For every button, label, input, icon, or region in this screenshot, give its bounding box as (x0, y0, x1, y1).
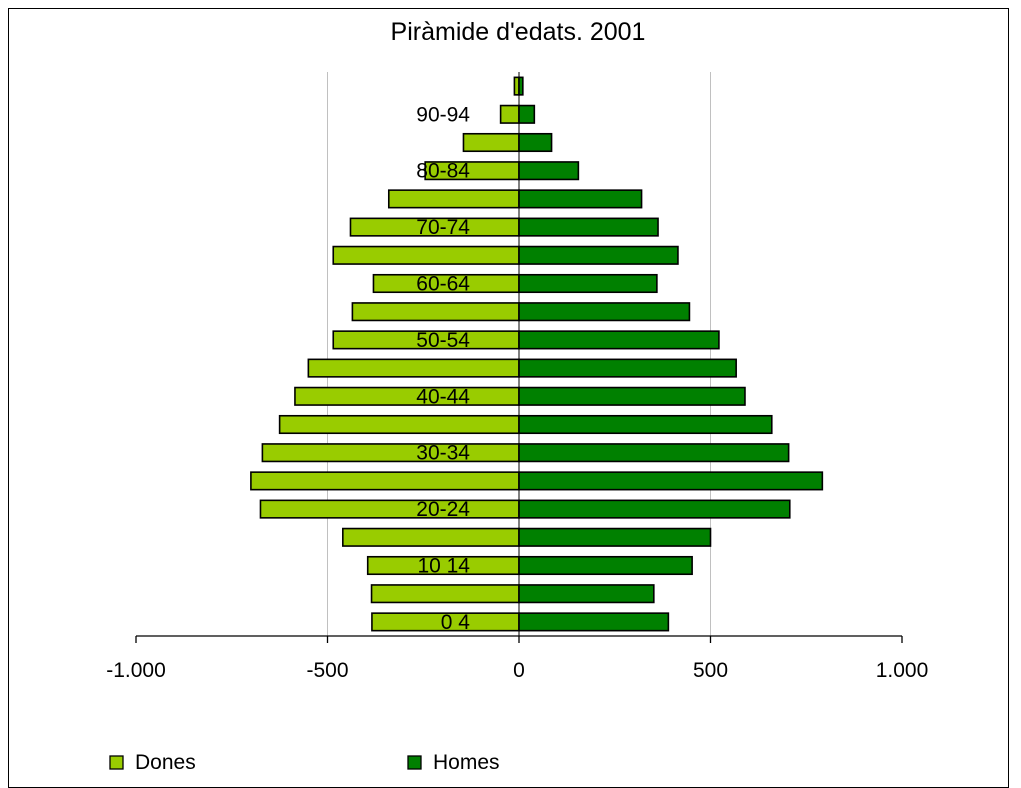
bar-homes-85-89 (518, 132, 553, 153)
bar-dones-85-89 (462, 132, 520, 153)
bar-homes-30-34 (518, 443, 790, 463)
x-tick-label: 0 (513, 659, 525, 682)
category-label: 10 14 (417, 555, 470, 578)
x-tick-label: -1.000 (106, 659, 166, 682)
chart-title: Piràmide d'edats. 2001 (391, 18, 646, 46)
bar-dones-30-34 (261, 443, 520, 463)
category-label: 40-44 (416, 385, 470, 408)
bar-homes-65-69 (518, 245, 679, 265)
bar-dones-75-79 (387, 189, 520, 209)
bar-dones-5-9 (370, 584, 520, 604)
legend-swatch-dones (109, 755, 124, 770)
bar-dones-65-69 (332, 245, 520, 265)
category-label: 0 4 (441, 611, 471, 634)
category-label: 70-74 (416, 216, 470, 239)
bar-dones-45-49 (307, 358, 520, 378)
bar-dones-40-44 (294, 386, 520, 406)
bar-homes-50-54 (518, 330, 720, 350)
bar-homes-80-84 (518, 161, 580, 181)
bar-homes-90-94 (518, 104, 536, 124)
category-label: 20-24 (416, 498, 470, 521)
category-label: 30-34 (416, 442, 470, 465)
legend-swatch-homes (407, 755, 422, 770)
legend-label-homes: Homes (433, 751, 500, 774)
bar-dones-25-29 (250, 471, 520, 491)
bar-homes-10-14 (518, 555, 693, 576)
bar-homes-70-74 (518, 217, 659, 237)
x-tick-label: 500 (693, 659, 728, 682)
category-label: 50-54 (416, 329, 470, 352)
bar-homes-95+ (518, 76, 524, 96)
x-tick-label: -500 (306, 659, 348, 682)
legend-label-dones: Dones (135, 751, 196, 774)
category-label: 60-64 (416, 273, 470, 296)
bar-dones-55-59 (351, 302, 520, 322)
bar-homes-60-64 (518, 273, 658, 294)
bar-homes-25-29 (518, 471, 824, 491)
bar-dones-20-24 (259, 499, 520, 519)
bar-dones-35-39 (278, 414, 520, 435)
bar-homes-5-9 (518, 584, 655, 604)
category-label: 80-84 (416, 160, 470, 183)
x-tick-label: 1.000 (876, 659, 929, 682)
bar-homes-20-24 (518, 499, 791, 519)
bar-homes-35-39 (518, 414, 773, 435)
bar-homes-55-59 (518, 302, 691, 322)
bar-dones-15-19 (342, 527, 520, 547)
bar-homes-40-44 (518, 386, 746, 406)
bar-homes-75-79 (518, 189, 643, 209)
category-label: 90-94 (416, 103, 470, 126)
bar-homes-45-49 (518, 358, 737, 378)
bar-homes-15-19 (518, 527, 712, 547)
bar-homes-0-4 (518, 612, 670, 632)
bar-dones-90-94 (499, 104, 520, 124)
